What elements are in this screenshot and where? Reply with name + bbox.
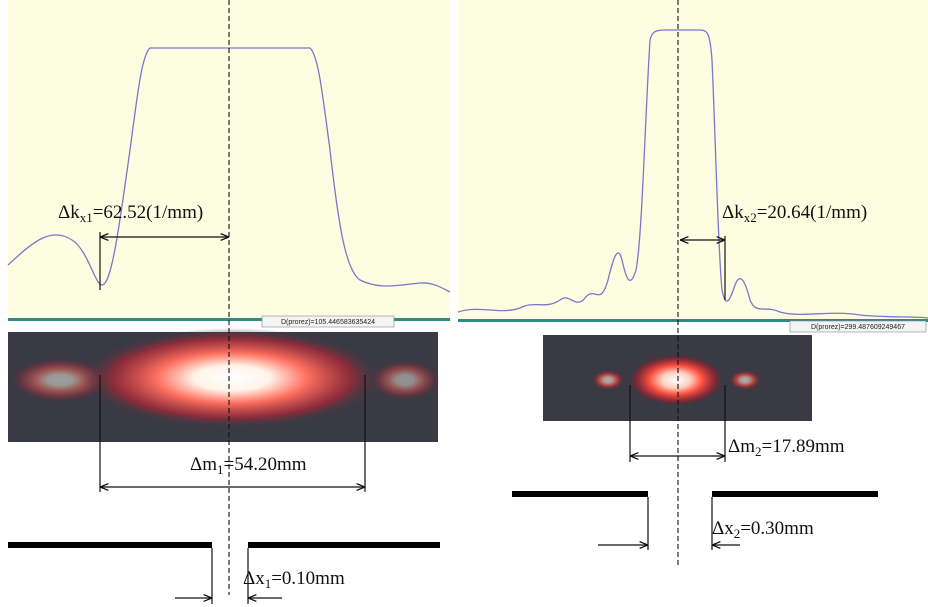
side-lobe: [729, 370, 761, 390]
beam-spot: [628, 354, 724, 406]
intensity-profile: [457, 29, 928, 319]
dm-label: Δm2=17.89mm: [728, 436, 845, 459]
dm-label: Δm1=54.20mm: [190, 454, 307, 477]
dx-label: Δx1=0.10mm: [243, 568, 345, 591]
dx-label: Δx2=0.30mm: [712, 518, 814, 541]
intensity-profile: [7, 47, 451, 293]
side-lobe: [592, 370, 624, 390]
dk-label: Δkx2=20.64(1/mm): [722, 202, 867, 225]
axis-bar: [458, 319, 928, 322]
readout-box: [261, 315, 395, 328]
readout-box: [789, 320, 927, 333]
left-panel: D(prorez)=105.446583635424 Δkx1=62.52(1/…: [7, 0, 451, 604]
beam-spot: [82, 328, 382, 428]
readout: D(prorez)=299.487609249467: [811, 324, 905, 331]
right-panel: D(prorez)=299.487609249467 Δkx2=20.64(1/…: [457, 0, 928, 565]
axis-bar: [8, 318, 450, 321]
plot-background: [458, 0, 928, 320]
side-lobe: [370, 360, 440, 400]
dk-label: Δkx1=62.52(1/mm): [58, 202, 203, 225]
readout: D(prorez)=105.446583635424: [281, 319, 375, 326]
